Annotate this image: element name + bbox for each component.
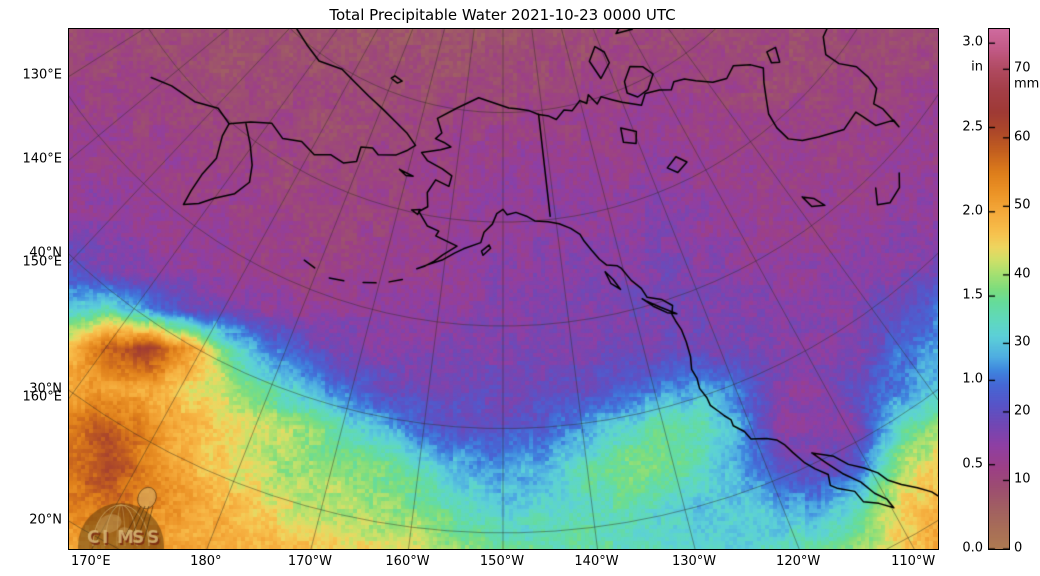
left-axis-label: 20°N <box>29 512 62 528</box>
bottom-axis-label: 110°W <box>891 554 936 569</box>
colorbar-mm-tick-label: 30 <box>1014 334 1031 350</box>
colorbar-inch-unit: in <box>971 59 983 75</box>
left-axis-label: 130°E <box>22 67 62 83</box>
colorbar-canvas <box>989 29 1009 549</box>
colorbar-inch-tick-label: 1.0 <box>962 371 983 387</box>
tpw-map-canvas <box>69 29 938 549</box>
bottom-axis-label: 120°W <box>776 554 821 569</box>
colorbar-mm-tick-label: 60 <box>1014 129 1031 145</box>
colorbar-mm-tick-label: 50 <box>1014 197 1031 213</box>
left-axis-label: 30°N <box>29 381 62 397</box>
bottom-axis-label: 170°E <box>71 554 111 569</box>
bottom-axis-label: 130°W <box>671 554 717 569</box>
colorbar-mm-tick-label: 40 <box>1014 266 1031 282</box>
bottom-axis-label: 150°W <box>479 554 525 569</box>
colorbar-inch-tick-label: 3.0 <box>962 34 983 50</box>
left-axis-label: 150°E <box>22 254 62 270</box>
colorbar-inch-tick-label: 2.0 <box>962 203 983 219</box>
colorbar-inch-tick-label: 1.5 <box>962 287 983 303</box>
colorbar-frame <box>988 28 1010 550</box>
colorbar-mm-tick-label: 20 <box>1014 403 1031 419</box>
colorbar-mm-unit: mm <box>1014 76 1040 92</box>
left-axis-label: 160°E <box>22 389 62 405</box>
bottom-axis-label: 140°W <box>574 554 619 569</box>
colorbar-inch-tick-label: 2.5 <box>962 119 983 134</box>
colorbar-inch-tick-label: 0.5 <box>962 456 983 472</box>
colorbar-mm-tick-label: 0 <box>1014 540 1023 556</box>
map-frame <box>68 28 939 550</box>
bottom-axis-label: 160°W <box>385 554 430 569</box>
left-axis-label: 140°E <box>22 151 62 167</box>
colorbar-mm-tick-label: 10 <box>1014 471 1031 487</box>
map-title: Total Precipitable Water 2021-10-23 0000… <box>329 6 676 24</box>
colorbar-inch-tick-label: 0.0 <box>962 540 983 556</box>
bottom-axis-label: 170°W <box>287 554 333 569</box>
colorbar-mm-tick-label: 70 <box>1014 60 1031 76</box>
bottom-axis-label: 180° <box>190 554 222 569</box>
left-axis-label: 40°N <box>29 245 62 261</box>
